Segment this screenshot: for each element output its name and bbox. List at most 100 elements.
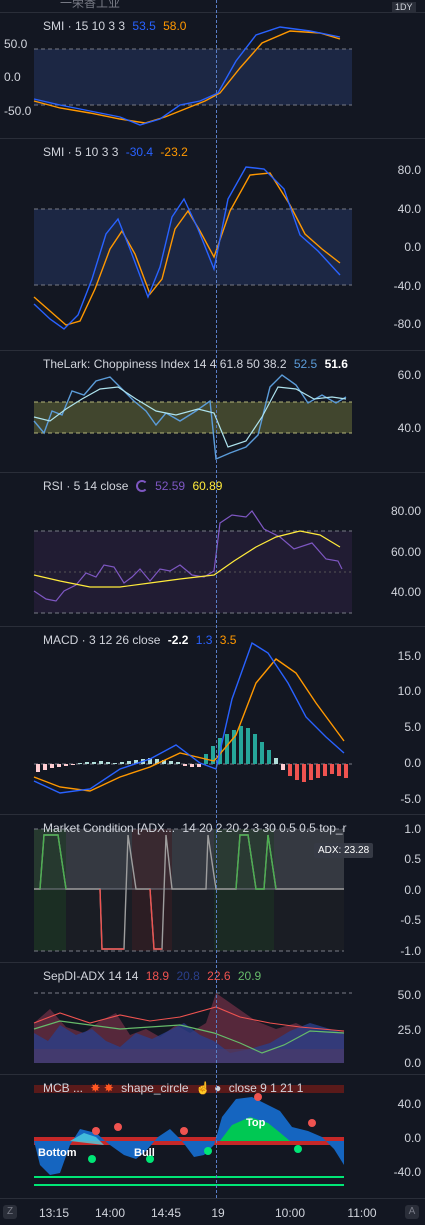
macd-histogram-bar [176,762,180,764]
macd-histogram-bar [337,764,341,776]
macd-histogram-bar [64,764,68,766]
sepdi-legend: SepDI-ADX 14 14 18.9 20.8 22.6 20.9 [43,969,265,983]
mcb-cyan-wave [70,1133,104,1145]
rsi-value-1: 52.59 [155,479,186,493]
macd-histogram-bar [106,762,110,764]
smi-15-signal-line [33,30,341,124]
smi-5-axis-80: 80.0 [397,163,421,177]
sepdi-axis-0: 0.0 [404,1056,421,1070]
smi-5-title: SMI · 5 10 3 3 [43,145,119,159]
rsi-pane[interactable]: RSI · 5 14 close 52.59 60.89 80.00 60.00… [0,472,425,627]
choppiness-fast-line [33,374,347,461]
sepdi-red-line [33,1006,345,1032]
macd-histogram-bar [225,734,229,764]
mcb-pane[interactable]: MCB ... ✸ ✸ shape_circle ☝ ● close 9 1 2… [0,1074,425,1199]
pointer-icon: ☝ ● [195,1081,222,1095]
macd-legend: MACD · 3 12 26 close -2.2 1.3 3.5 [43,633,240,647]
macd-histogram-bar [155,759,159,764]
sepdi-adx-line [33,1020,345,1054]
smi-5-pane[interactable]: SMI · 5 10 3 3 -30.4 -23.2 80.0 40.0 0.0… [0,138,425,351]
macd-axis-10: 10.0 [397,684,421,698]
time-tick: 19 [211,1206,225,1220]
smi-5-smi-line [33,166,341,330]
time-axis-right-button[interactable]: A [405,1205,419,1219]
smi-5-signal-line [33,172,341,326]
mcb-bottom-label: Bottom [38,1147,77,1159]
macd-value-2: 1.3 [195,633,213,647]
smi-15-smi-line [33,26,341,126]
macd-histogram-bar [211,746,215,764]
mcb-blue-wave [34,1097,344,1175]
top-strip-badge[interactable]: 1DY [392,2,416,12]
smi-5-value-2: -23.2 [160,145,188,159]
macd-histogram-bar [183,764,187,766]
macd-value-3: 3.5 [219,633,237,647]
choppiness-pane[interactable]: TheLark: Choppiness Index 14 4 61.8 50 3… [0,350,425,473]
mcb-dot [146,1155,154,1163]
top-strip: 一荣香工业 1DY [0,0,425,12]
macd-histogram-bar [85,762,89,764]
smi-15-title: SMI · 15 10 3 3 [43,19,126,33]
smi-5-legend: SMI · 5 10 3 3 -30.4 -23.2 [43,145,192,159]
mcb-axis-0: 0.0 [404,1131,421,1145]
macd-histogram-bar [78,763,82,764]
time-tick: 14:45 [150,1206,182,1220]
smi-5-axis-neg80: -80.0 [393,317,421,331]
market-condition-pane[interactable]: Market Condition [ADX... 14 20 2 20 2 3 … [0,814,425,963]
time-axis-left-button[interactable]: Z [3,1205,17,1219]
loading-cycle-icon [135,480,148,492]
rsi-axis-40: 40.00 [390,585,421,599]
macd-histogram-bar [113,763,117,764]
mcb-params: close 9 1 21 1 [228,1081,304,1095]
crosshair-vertical [216,0,217,1198]
rsi-axis-80: 80.00 [390,504,421,518]
macd-histogram-bar [57,764,61,767]
smi-15-value-1: 53.5 [132,19,156,33]
time-tick: 11:00 [347,1206,377,1220]
mc-axis-neg05: -0.5 [400,913,421,927]
mcb-dot [308,1119,316,1127]
smi-5-axis-neg40: -40.0 [393,279,421,293]
sepdi-axis-25: 25.0 [397,1023,421,1037]
macd-histogram-bar [134,760,138,764]
macd-histogram-bar [50,764,54,768]
smi-5-axis-40: 40.0 [397,202,421,216]
macd-histogram-bar [295,764,299,780]
mcb-dot [204,1147,212,1155]
mcb-top-label: Top [246,1117,266,1129]
smi-5-axis-0: 0.0 [404,240,421,254]
mcb-green-wave [220,1117,290,1141]
smi-5-value-1: -30.4 [125,145,154,159]
market-condition-params: 14 20 2 20 2 3 30 0.5 0.5 top_r [182,821,347,835]
sepdi-title: SepDI-ADX 14 14 [43,969,139,983]
time-axis[interactable]: Z 13:15 14:00 14:45 19 10:00 11:00 A [0,1198,425,1225]
rsi-line [33,510,343,602]
choppiness-slow-line [33,386,347,448]
macd-histogram-bar [232,730,236,764]
choppiness-plot [33,374,352,461]
macd-histogram-bar [274,758,278,764]
macd-histogram-bar [253,734,257,764]
sepdi-adx-pane[interactable]: SepDI-ADX 14 14 18.9 20.8 22.6 20.9 50.0… [0,962,425,1075]
macd-histogram-bar [288,764,292,776]
mc-axis-0: 0.0 [404,883,421,897]
sepdi-adx-plot [33,992,352,1063]
macd-title: MACD · 3 12 26 close [43,633,161,647]
time-tick: 13:15 [38,1206,70,1220]
smi-15-axis-50: 50.0 [4,37,28,51]
macd-axis-5: 5.0 [404,720,421,734]
choppiness-axis-60: 60.0 [397,368,421,382]
sepdi-value-3: 22.6 [207,969,231,983]
smi-5-plot [33,166,352,330]
macd-histogram-bar [260,742,264,764]
macd-histogram-bar [43,764,47,770]
time-tick: 14:00 [94,1206,126,1220]
macd-pane[interactable]: MACD · 3 12 26 close -2.2 1.3 3.5 15.0 1… [0,626,425,815]
mc-axis-neg1: -1.0 [400,944,421,958]
macd-histogram-bar [120,762,124,764]
macd-histogram-bar [316,764,320,778]
smi-15-pane[interactable]: SMI · 15 10 3 3 53.5 58.0 50.0 0.0 -50.0 [0,12,425,139]
macd-plot [33,641,352,794]
macd-signal-line [33,658,345,792]
macd-value-1: -2.2 [167,633,189,647]
